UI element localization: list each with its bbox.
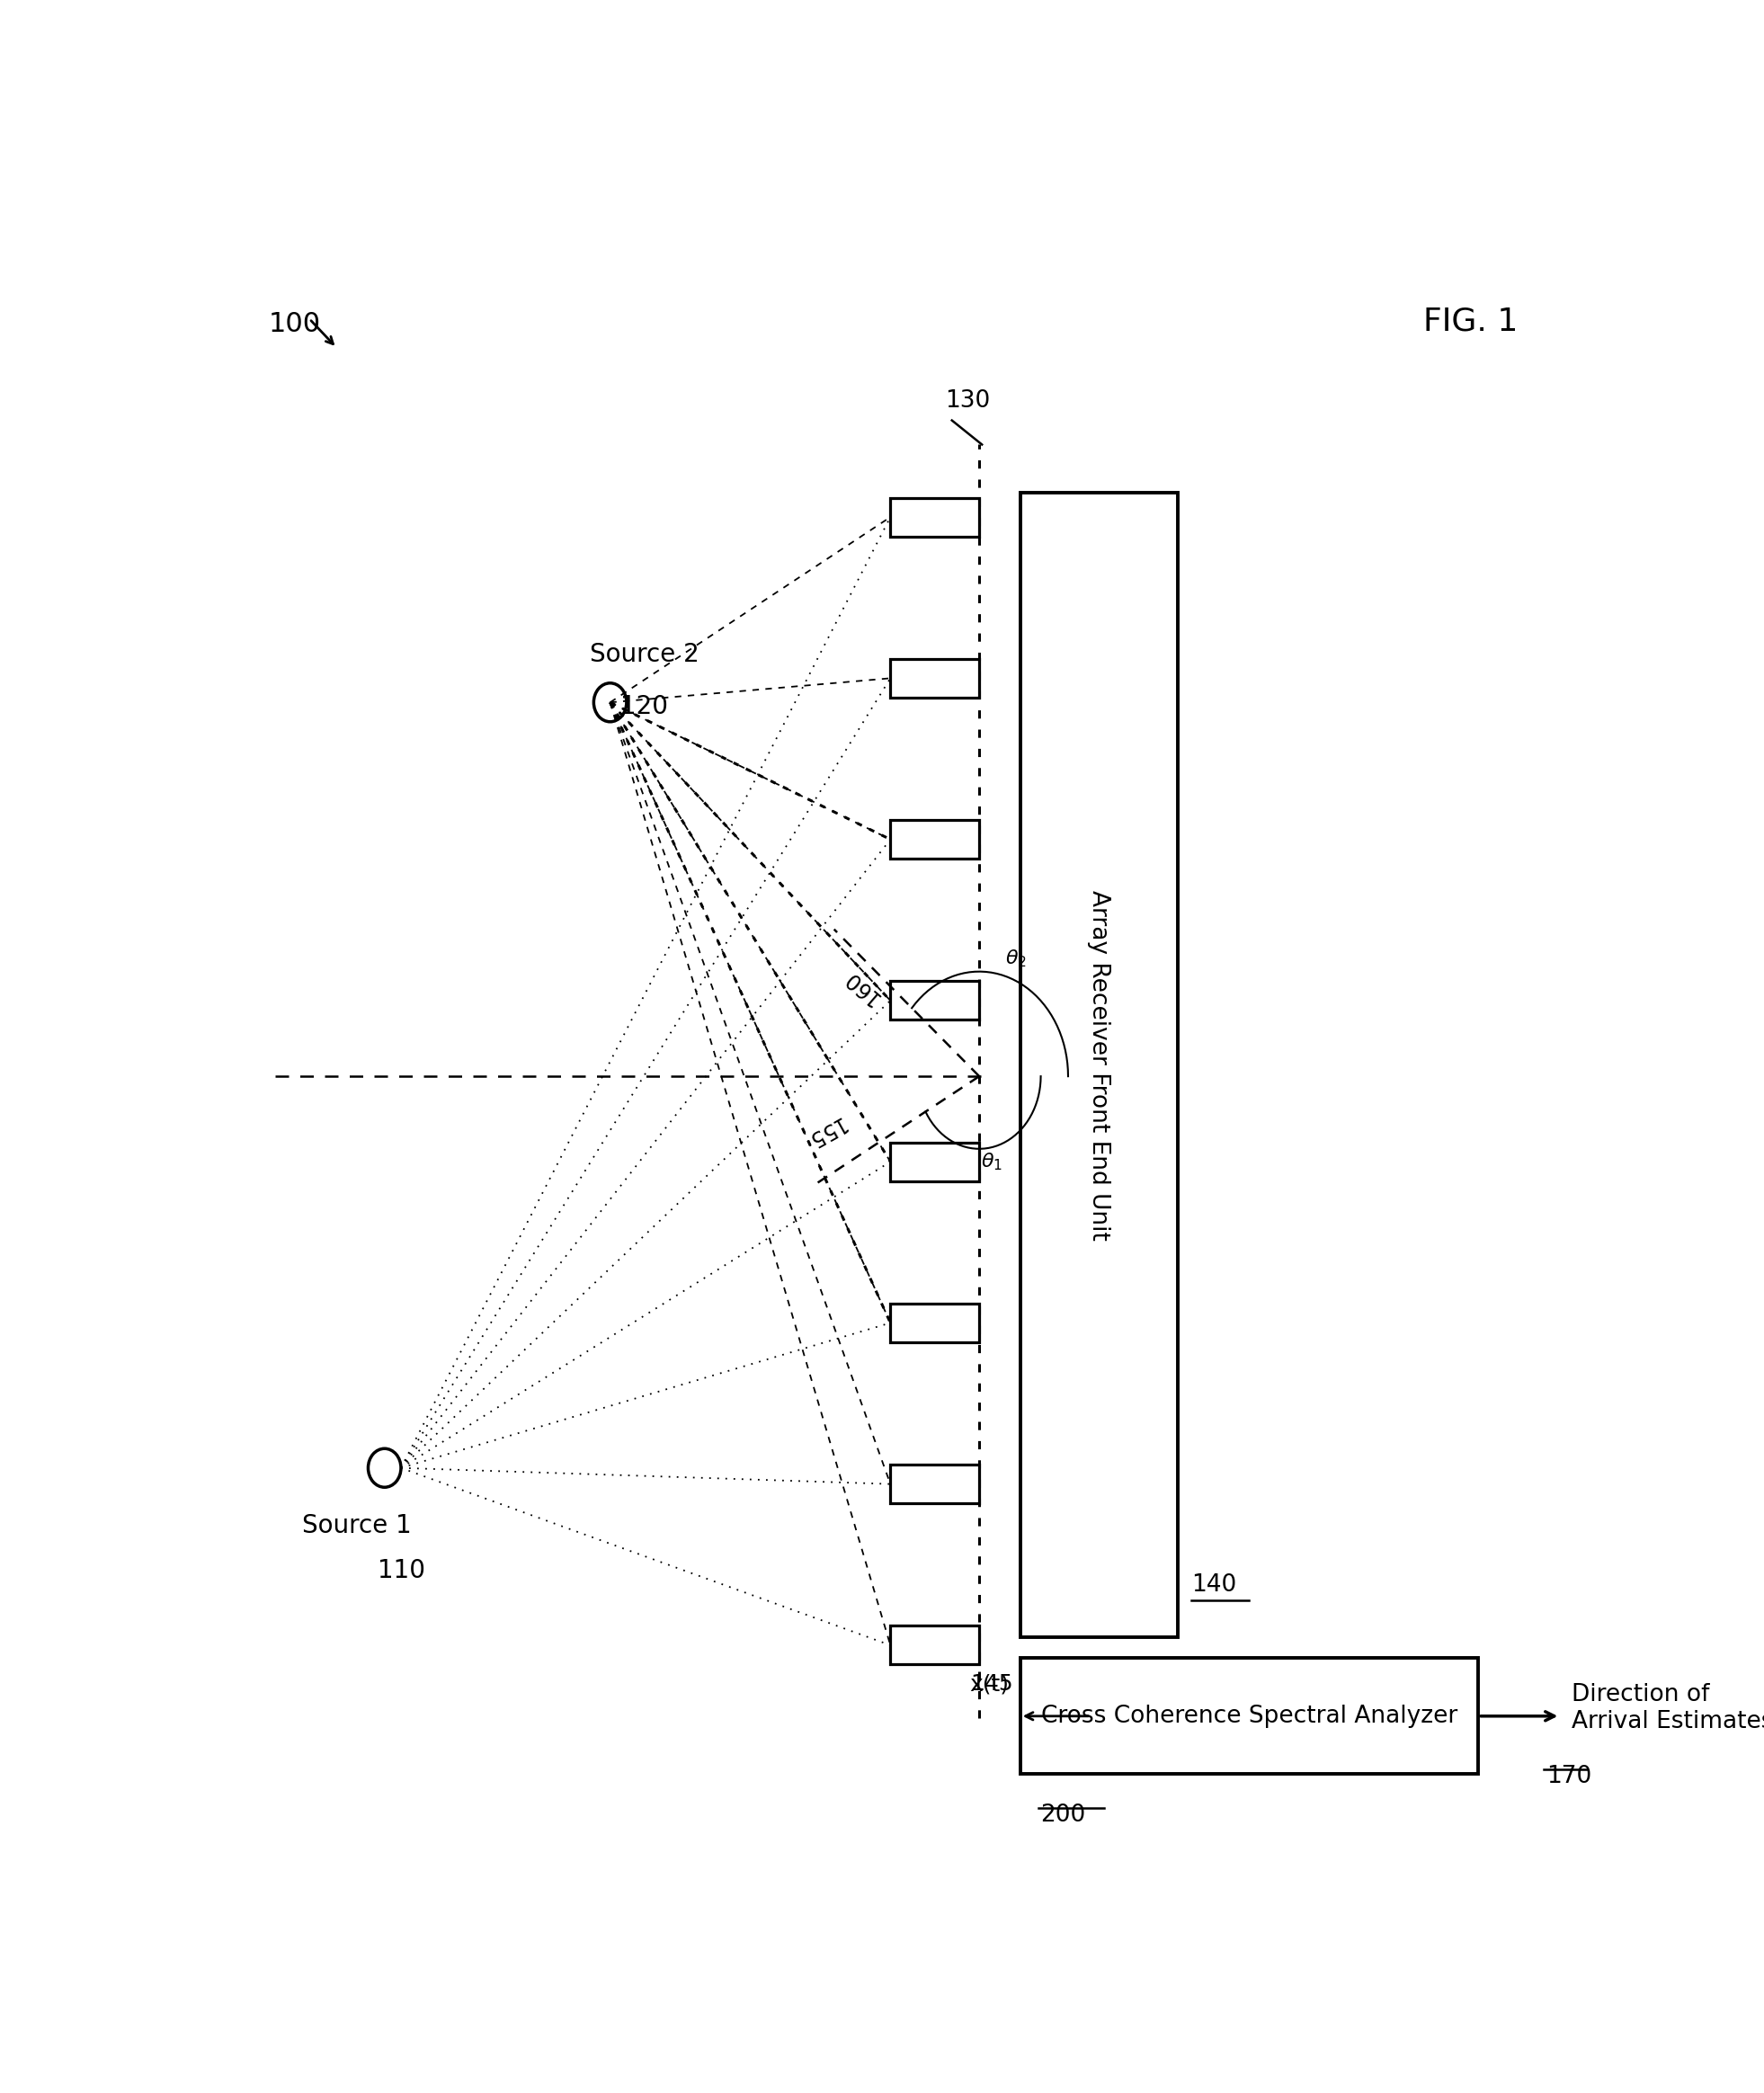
Text: Source 2: Source 2: [589, 643, 699, 668]
Bar: [891, 820, 979, 858]
Bar: [1020, 494, 1178, 1637]
Text: 155: 155: [801, 1111, 848, 1151]
Text: Direction of
Arrival Estimates: Direction of Arrival Estimates: [1572, 1683, 1764, 1733]
Text: 110: 110: [377, 1557, 425, 1582]
Text: 200: 200: [1041, 1804, 1087, 1827]
Text: $\theta_2$: $\theta_2$: [1005, 948, 1027, 969]
Text: 120: 120: [621, 695, 669, 720]
Text: 100: 100: [268, 310, 321, 337]
Text: Cross Coherence Spectral Analyzer: Cross Coherence Spectral Analyzer: [1041, 1704, 1457, 1729]
Text: 130: 130: [946, 389, 990, 412]
Text: Array Receiver Front End Unit: Array Receiver Front End Unit: [1087, 890, 1111, 1241]
Bar: [891, 498, 979, 536]
Text: FIG. 1: FIG. 1: [1424, 306, 1519, 337]
Bar: [891, 1304, 979, 1342]
Text: 170: 170: [1547, 1764, 1591, 1787]
Bar: [891, 1465, 979, 1503]
Bar: [1020, 1658, 1478, 1775]
Bar: [891, 659, 979, 697]
Bar: [891, 1626, 979, 1664]
Bar: [891, 982, 979, 1019]
Text: 160: 160: [838, 965, 884, 1009]
Text: $\theta_1$: $\theta_1$: [981, 1151, 1002, 1172]
Text: Source 1: Source 1: [302, 1513, 413, 1538]
Text: 145: 145: [970, 1674, 1013, 1695]
Bar: [891, 1143, 979, 1180]
Text: x(t): x(t): [970, 1674, 1009, 1695]
Text: 140: 140: [1191, 1574, 1237, 1597]
